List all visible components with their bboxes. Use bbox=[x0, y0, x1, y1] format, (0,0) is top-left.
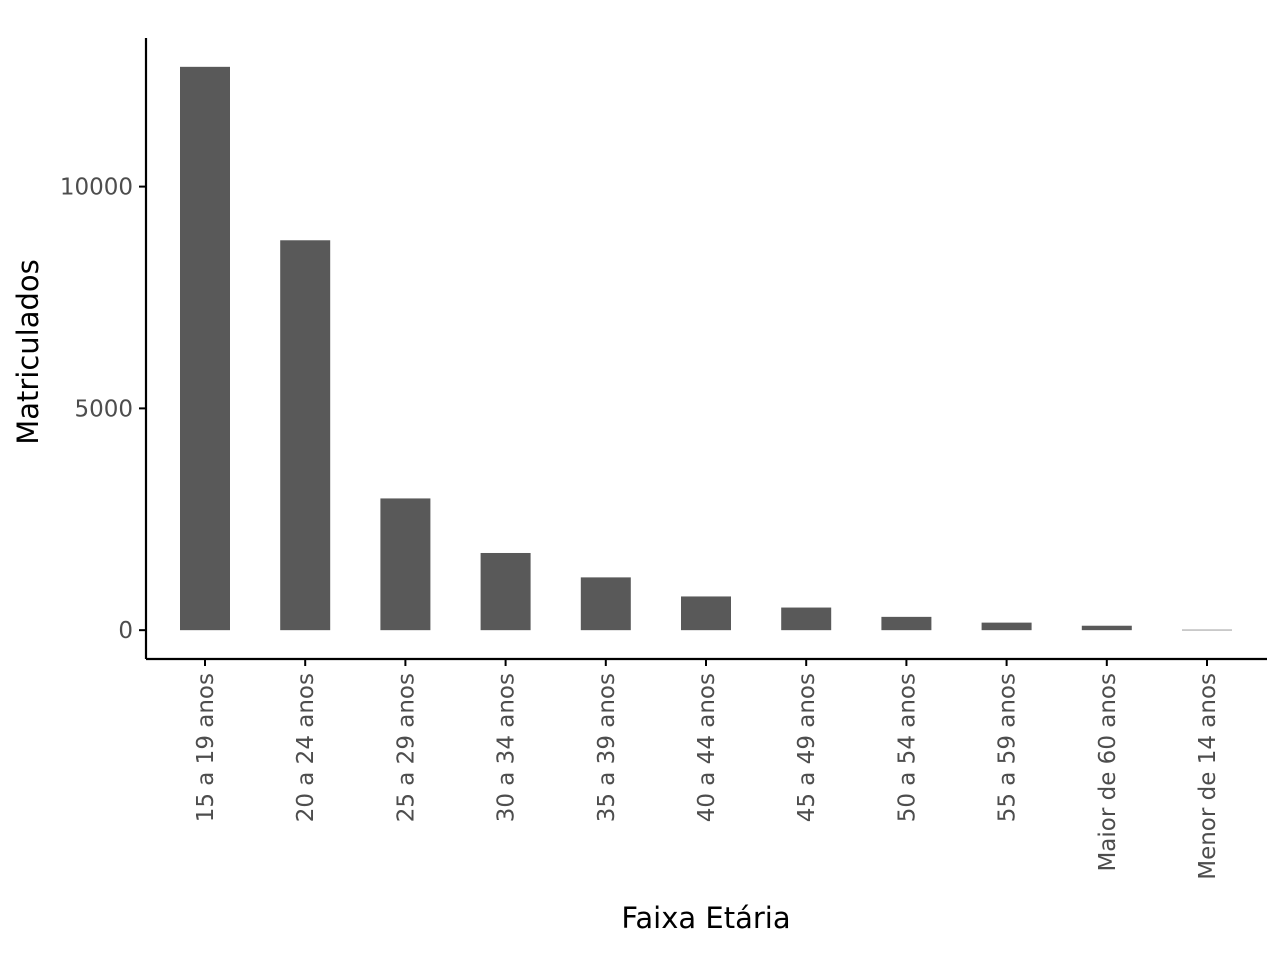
x-tick-label: 55 a 59 anos bbox=[995, 673, 1021, 822]
x-ticks-layer: 15 a 19 anos 20 a 24 anos 25 a 29 anos 30 a… bbox=[193, 659, 1221, 880]
x-tick-label: Menor de 14 anos bbox=[1195, 673, 1221, 880]
bar-11 bbox=[1182, 629, 1232, 631]
y-tick-label: 10000 bbox=[60, 175, 133, 201]
x-tick-label: 20 a 24 anos bbox=[293, 673, 319, 822]
x-tick-label: 45 a 49 anos bbox=[794, 673, 820, 822]
bar-9 bbox=[981, 622, 1032, 631]
x-tick-label: 50 a 54 anos bbox=[894, 673, 920, 822]
bar-4 bbox=[480, 552, 531, 631]
bar-8 bbox=[881, 616, 932, 631]
x-axis-title: Faixa Etária bbox=[621, 901, 790, 935]
bar-6 bbox=[681, 596, 731, 631]
bars-layer bbox=[180, 66, 1232, 631]
x-tick-label: 30 a 34 anos bbox=[494, 673, 520, 822]
x-tick-label: 40 a 44 anos bbox=[694, 673, 720, 822]
bar-10 bbox=[1081, 625, 1132, 631]
bar-3 bbox=[380, 498, 431, 631]
x-tick-label: 15 a 19 anos bbox=[193, 673, 219, 822]
y-axis-title: Matriculados bbox=[11, 259, 45, 445]
y-tick-label: 0 bbox=[118, 618, 133, 644]
bar-2 bbox=[280, 240, 331, 631]
x-tick-label: 35 a 39 anos bbox=[594, 673, 620, 822]
y-tick-label: 5000 bbox=[74, 396, 133, 422]
bar-5 bbox=[580, 577, 631, 631]
y-ticks-layer: 0 5000 10000 bbox=[60, 175, 146, 644]
x-tick-label: Maior de 60 anos bbox=[1095, 673, 1121, 872]
x-tick-label: 25 a 29 anos bbox=[393, 673, 419, 822]
bar-7 bbox=[781, 607, 832, 631]
bar-1 bbox=[180, 66, 230, 631]
